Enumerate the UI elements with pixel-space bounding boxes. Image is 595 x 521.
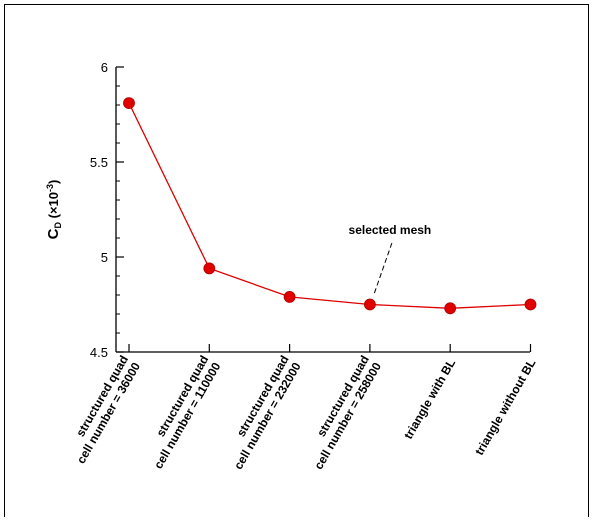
selected-mesh-annotation: selected mesh — [349, 223, 432, 295]
y-axis-label: CD (×10-3) — [45, 180, 63, 240]
axes — [115, 67, 530, 353]
annotation-leader-line — [373, 242, 393, 295]
ylabel-paren-close: ) — [46, 180, 61, 184]
data-point — [524, 298, 537, 311]
x-category-label-line: triangle with BL — [401, 357, 458, 442]
y-tick-label: 4.5 — [90, 345, 108, 360]
ylabel-paren-open: (×10 — [46, 192, 61, 222]
data-point — [363, 298, 376, 311]
data-point — [123, 97, 135, 109]
data-point — [203, 262, 216, 275]
x-category-label: triangle without BL — [472, 357, 538, 458]
ylabel-subscript: D — [53, 222, 63, 229]
y-axis-label-text: CD (×10-3) — [45, 180, 63, 240]
x-category-label: triangle with BL — [401, 357, 458, 442]
y-tick-label: 6 — [101, 60, 108, 75]
y-ticks: 4.5 5 5.5 6 — [90, 60, 124, 360]
data-point — [444, 302, 457, 315]
y-tick-label: 5 — [101, 250, 108, 265]
ylabel-superscript: -3 — [45, 184, 55, 192]
annotation-text: selected mesh — [349, 223, 432, 237]
ylabel-main: C — [45, 228, 62, 239]
data-point — [283, 290, 296, 303]
series-cd — [123, 97, 537, 315]
x-category-label-line: triangle without BL — [472, 357, 538, 458]
y-tick-label: 5.5 — [90, 155, 108, 170]
series-line — [128, 102, 531, 309]
